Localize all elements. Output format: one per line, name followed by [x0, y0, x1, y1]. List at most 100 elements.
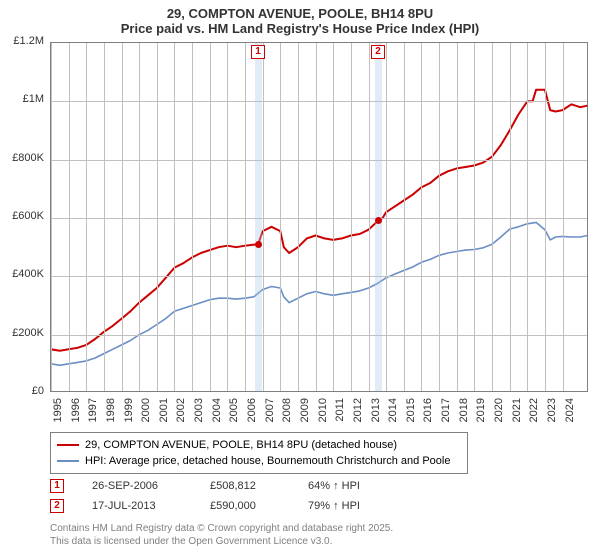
x-tick-label: 2023 [546, 398, 558, 428]
x-tick-label: 1997 [87, 398, 99, 428]
chart-title-line1: 29, COMPTON AVENUE, POOLE, BH14 8PU [0, 6, 600, 21]
x-gridline [333, 43, 334, 391]
sale-row: 1 26-SEP-2006 £508,812 64% ↑ HPI [50, 476, 398, 496]
x-gridline [157, 43, 158, 391]
x-gridline [492, 43, 493, 391]
x-tick-label: 2012 [352, 398, 364, 428]
x-gridline [386, 43, 387, 391]
y-gridline [51, 101, 587, 102]
legend-item: HPI: Average price, detached house, Bour… [57, 453, 461, 469]
x-tick-label: 2005 [228, 398, 240, 428]
legend-label: 29, COMPTON AVENUE, POOLE, BH14 8PU (det… [85, 439, 397, 451]
y-tick-label: £1M [0, 93, 44, 105]
chart-container: { "title_line1": "29, COMPTON AVENUE, PO… [0, 0, 600, 560]
price-paid-dot [375, 217, 382, 224]
series-line [51, 90, 587, 351]
series-line [51, 222, 587, 365]
x-gridline [122, 43, 123, 391]
attribution: Contains HM Land Registry data © Crown c… [50, 522, 393, 548]
x-gridline [192, 43, 193, 391]
x-gridline [298, 43, 299, 391]
legend-label: HPI: Average price, detached house, Bour… [85, 455, 450, 467]
x-tick-label: 1999 [123, 398, 135, 428]
x-tick-label: 2004 [211, 398, 223, 428]
marker-band [255, 43, 262, 391]
x-gridline [227, 43, 228, 391]
x-tick-label: 2020 [493, 398, 505, 428]
x-gridline [263, 43, 264, 391]
x-tick-label: 1996 [70, 398, 82, 428]
legend: 29, COMPTON AVENUE, POOLE, BH14 8PU (det… [50, 432, 468, 474]
x-tick-label: 2016 [422, 398, 434, 428]
x-tick-label: 2021 [511, 398, 523, 428]
sale-vs-hpi: 79% ↑ HPI [308, 500, 398, 512]
x-gridline [139, 43, 140, 391]
x-tick-label: 2000 [140, 398, 152, 428]
marker-box: 2 [371, 45, 385, 59]
sale-price: £590,000 [210, 500, 280, 512]
x-tick-label: 2013 [370, 398, 382, 428]
x-gridline [439, 43, 440, 391]
y-tick-label: £600K [0, 210, 44, 222]
x-tick-label: 2011 [334, 398, 346, 428]
x-tick-label: 2018 [458, 398, 470, 428]
sales-table: 1 26-SEP-2006 £508,812 64% ↑ HPI 2 17-JUL-201… [50, 476, 398, 516]
x-gridline [69, 43, 70, 391]
sale-marker-box: 2 [50, 499, 64, 513]
x-gridline [457, 43, 458, 391]
x-gridline [421, 43, 422, 391]
y-gridline [51, 160, 587, 161]
x-tick-label: 1998 [105, 398, 117, 428]
y-gridline [51, 335, 587, 336]
legend-swatch [57, 444, 79, 446]
price-paid-dot [255, 241, 262, 248]
sale-row: 2 17-JUL-2013 £590,000 79% ↑ HPI [50, 496, 398, 516]
x-gridline [474, 43, 475, 391]
x-gridline [51, 43, 52, 391]
y-tick-label: £800K [0, 152, 44, 164]
legend-item: 29, COMPTON AVENUE, POOLE, BH14 8PU (det… [57, 437, 461, 453]
x-tick-label: 2024 [564, 398, 576, 428]
sale-marker-box: 1 [50, 479, 64, 493]
attribution-line2: This data is licensed under the Open Gov… [50, 535, 393, 548]
x-tick-label: 2017 [440, 398, 452, 428]
legend-swatch [57, 460, 79, 462]
y-tick-label: £200K [0, 327, 44, 339]
y-tick-label: £0 [0, 385, 44, 397]
x-tick-label: 2019 [475, 398, 487, 428]
chart-title-block: 29, COMPTON AVENUE, POOLE, BH14 8PU Pric… [0, 0, 600, 38]
x-tick-label: 2007 [264, 398, 276, 428]
x-gridline [280, 43, 281, 391]
sale-vs-hpi: 64% ↑ HPI [308, 480, 398, 492]
x-gridline [174, 43, 175, 391]
x-gridline [510, 43, 511, 391]
x-tick-label: 2006 [246, 398, 258, 428]
x-tick-label: 2015 [405, 398, 417, 428]
x-tick-label: 2009 [299, 398, 311, 428]
x-tick-label: 2003 [193, 398, 205, 428]
x-tick-label: 2022 [528, 398, 540, 428]
x-gridline [369, 43, 370, 391]
y-gridline [51, 276, 587, 277]
x-gridline [86, 43, 87, 391]
y-tick-label: £1.2M [0, 35, 44, 47]
x-tick-label: 2002 [175, 398, 187, 428]
sale-price: £508,812 [210, 480, 280, 492]
x-tick-label: 2014 [387, 398, 399, 428]
sale-date: 17-JUL-2013 [92, 500, 182, 512]
marker-box: 1 [251, 45, 265, 59]
x-gridline [404, 43, 405, 391]
x-gridline [245, 43, 246, 391]
y-tick-label: £400K [0, 268, 44, 280]
x-gridline [545, 43, 546, 391]
x-tick-label: 1995 [52, 398, 64, 428]
x-gridline [527, 43, 528, 391]
x-tick-label: 2008 [281, 398, 293, 428]
plot-area: 12 [50, 42, 588, 392]
y-gridline [51, 218, 587, 219]
x-gridline [351, 43, 352, 391]
x-gridline [316, 43, 317, 391]
sale-date: 26-SEP-2006 [92, 480, 182, 492]
x-tick-label: 2010 [317, 398, 329, 428]
chart-title-line2: Price paid vs. HM Land Registry's House … [0, 21, 600, 36]
